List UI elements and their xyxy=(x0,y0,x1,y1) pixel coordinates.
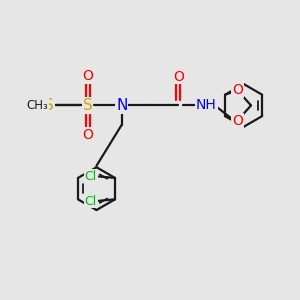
Text: CH₃: CH₃ xyxy=(26,99,48,112)
Text: O: O xyxy=(232,83,243,97)
Text: NH: NH xyxy=(196,98,217,112)
Text: O: O xyxy=(82,128,93,142)
Text: Cl: Cl xyxy=(85,170,97,183)
Text: S: S xyxy=(83,98,92,113)
Text: S: S xyxy=(44,98,54,113)
Text: O: O xyxy=(82,69,93,83)
Text: Cl: Cl xyxy=(85,195,97,208)
Text: O: O xyxy=(232,114,243,128)
Text: N: N xyxy=(116,98,128,113)
Text: O: O xyxy=(173,70,184,84)
